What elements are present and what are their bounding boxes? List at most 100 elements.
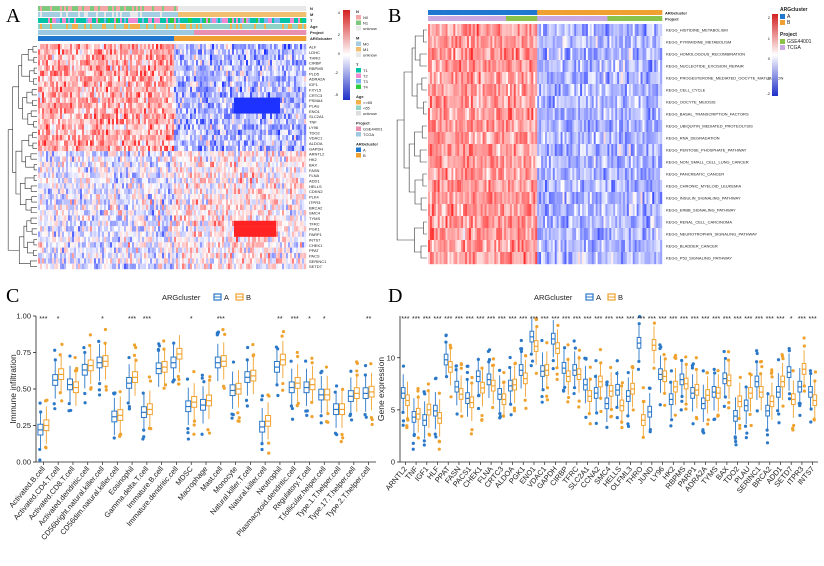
- heatmap-cell: [84, 54, 87, 61]
- heatmap-cell: [182, 60, 185, 66]
- heatmap-cell: [264, 113, 267, 120]
- heatmap-cell: [246, 70, 249, 77]
- heatmap-cell: [80, 124, 83, 130]
- heatmap-cell: [60, 54, 63, 61]
- heatmap-cell: [132, 129, 135, 136]
- heatmap-cell: [212, 124, 215, 130]
- heatmap-cell: [270, 140, 273, 146]
- heatmap-cell: [236, 108, 239, 114]
- heatmap-cell: [196, 129, 199, 136]
- heatmap-cell: [212, 177, 215, 184]
- heatmap-cell: [208, 188, 211, 195]
- heatmap-cell: [102, 194, 105, 200]
- heatmap-cell: [248, 194, 251, 200]
- heatmap-cell: [188, 140, 191, 146]
- heatmap-cell: [202, 119, 205, 125]
- heatmap-cell: [78, 161, 81, 168]
- heatmap-cell: [114, 119, 117, 125]
- heatmap-cell: [160, 92, 163, 98]
- heatmap-cell: [298, 49, 301, 55]
- heatmap-cell: [130, 183, 133, 189]
- heatmap-cell: [240, 156, 243, 163]
- annotation-cell: [266, 36, 269, 41]
- heatmap-cell: [256, 102, 259, 109]
- heatmap-cell: [50, 102, 53, 109]
- heatmap-cell: [274, 119, 277, 125]
- heatmap-cell: [54, 204, 57, 211]
- heatmap-cell: [272, 70, 275, 77]
- heatmap-cell: [58, 188, 61, 195]
- heatmap-cell: [290, 54, 293, 61]
- heatmap-cell: [216, 102, 219, 109]
- heatmap-cell: [70, 81, 73, 88]
- heatmap-cell: [290, 108, 293, 114]
- heatmap-cell: [224, 102, 227, 109]
- heatmap-cell: [106, 167, 109, 173]
- heatmap-cell: [90, 76, 93, 82]
- heatmap-cell: [56, 199, 59, 205]
- heatmap-cell: [266, 81, 269, 88]
- heatmap-cell: [136, 49, 139, 55]
- heatmap-cell: [218, 119, 221, 125]
- heatmap-cell: [278, 102, 281, 109]
- heatmap-cell: [258, 135, 261, 141]
- heatmap-cell: [114, 54, 117, 61]
- heatmap-cell: [224, 177, 227, 184]
- heatmap-cell: [96, 172, 99, 179]
- heatmap-cell: [216, 194, 219, 200]
- heatmap-cell: [252, 167, 255, 173]
- heatmap-cell: [202, 108, 205, 114]
- heatmap-cell: [178, 135, 181, 141]
- heatmap-cell: [288, 194, 291, 200]
- heatmap-cell: [198, 188, 201, 195]
- heatmap-cell: [168, 108, 171, 114]
- annotation-cell: [82, 36, 85, 41]
- heatmap-cell: [48, 92, 51, 98]
- annotation-cell: [106, 6, 109, 11]
- heatmap-cell: [198, 156, 201, 163]
- annotation-cell: [62, 36, 65, 41]
- annotation-cell: [180, 6, 183, 11]
- heatmap-cell: [198, 108, 201, 114]
- heatmap-cell: [228, 140, 231, 146]
- annotation-cell: [180, 18, 183, 23]
- heatmap-cell: [162, 86, 165, 93]
- heatmap-cell: [294, 113, 297, 120]
- heatmap-cell: [206, 76, 209, 82]
- heatmap-cell: [230, 177, 233, 184]
- heatmap-cell: [176, 108, 179, 114]
- annotation-cell: [206, 18, 209, 23]
- annotation-cell: [150, 18, 153, 23]
- heatmap-cell: [182, 129, 185, 136]
- heatmap-cell: [204, 135, 207, 141]
- annotation-cell: [280, 12, 283, 17]
- heatmap-cell: [210, 167, 213, 173]
- heatmap-cell: [140, 167, 143, 173]
- heatmap-cell: [162, 108, 165, 114]
- heatmap-cell: [38, 167, 41, 173]
- heatmap-cell: [162, 65, 165, 71]
- heatmap-cell: [242, 60, 245, 66]
- heatmap-cell: [288, 129, 291, 136]
- heatmap-cell: [216, 97, 219, 104]
- heatmap-cell: [164, 81, 167, 88]
- heatmap-cell: [210, 183, 213, 189]
- annotation-cell: [156, 18, 159, 23]
- heatmap-cell: [92, 188, 95, 195]
- heatmap-cell: [138, 49, 141, 55]
- heatmap-cell: [62, 60, 65, 66]
- annotation-cell: [212, 36, 215, 41]
- heatmap-cell: [114, 113, 117, 120]
- heatmap-cell: [284, 199, 287, 205]
- heatmap-cell: [50, 129, 53, 136]
- heatmap-cell: [158, 161, 161, 168]
- heatmap-cell: [136, 76, 139, 82]
- heatmap-cell: [164, 156, 167, 163]
- heatmap-cell: [244, 102, 247, 109]
- heatmap-cell: [166, 92, 169, 98]
- heatmap-cell: [112, 199, 115, 205]
- heatmap-cell: [188, 156, 191, 163]
- heatmap-cell: [270, 65, 273, 71]
- heatmap-cell: [176, 140, 179, 146]
- heatmap-cell: [188, 108, 191, 114]
